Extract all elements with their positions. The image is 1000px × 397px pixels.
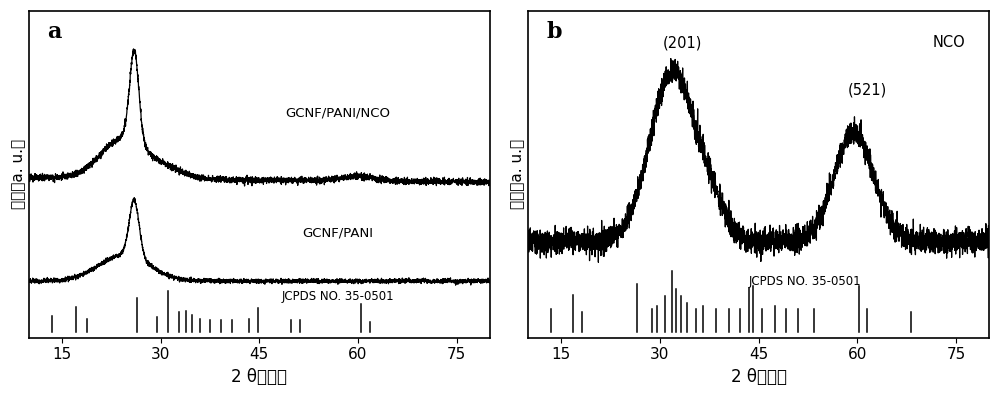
Text: JCPDS NO. 35-0501: JCPDS NO. 35-0501: [282, 290, 395, 303]
Text: (521): (521): [848, 83, 887, 98]
Y-axis label: 强度（a. u.）: 强度（a. u.）: [11, 139, 26, 210]
Text: GCNF/PANI: GCNF/PANI: [303, 226, 374, 239]
Text: NCO: NCO: [933, 35, 966, 50]
X-axis label: 2 θ（度）: 2 θ（度）: [731, 368, 787, 386]
Text: GCNF/PANI/NCO: GCNF/PANI/NCO: [286, 107, 391, 119]
Text: JCPDS NO. 35-0501: JCPDS NO. 35-0501: [748, 275, 861, 288]
Text: (201): (201): [663, 35, 703, 50]
Text: a: a: [47, 21, 62, 43]
Y-axis label: 强度（a. u.）: 强度（a. u.）: [510, 139, 525, 210]
X-axis label: 2 θ（度）: 2 θ（度）: [231, 368, 287, 386]
Text: b: b: [547, 21, 562, 43]
